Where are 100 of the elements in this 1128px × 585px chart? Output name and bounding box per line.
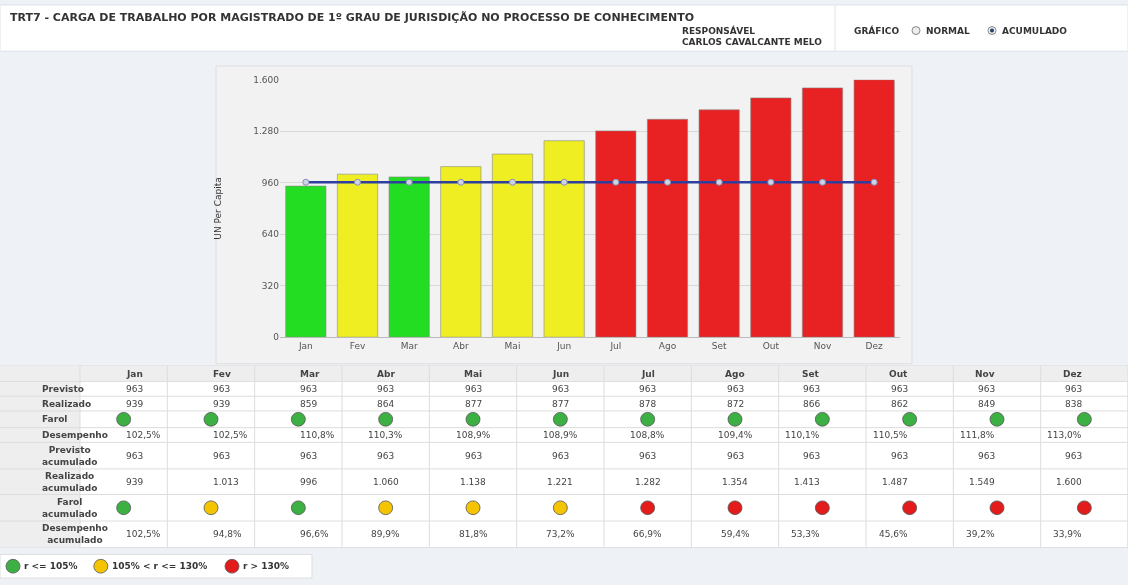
text: 877 — [465, 399, 483, 409]
bar — [750, 97, 792, 338]
category-label: Mar — [300, 369, 321, 379]
x-tick-label: Jul — [609, 341, 622, 352]
category-label: Abr — [377, 369, 396, 379]
x-tick-label: Dez — [865, 341, 884, 352]
text: 963 — [639, 451, 657, 461]
text: 1.013 — [213, 477, 239, 487]
y-tick-label: 640 — [261, 229, 280, 240]
bar — [647, 118, 688, 338]
text: 963 — [891, 451, 909, 461]
text: 963 — [1065, 384, 1083, 394]
text: 939 — [126, 399, 144, 409]
text: 108,9% — [543, 430, 578, 440]
text: 963 — [126, 451, 144, 461]
text: NORMAL — [926, 26, 971, 36]
category-label: Jun — [552, 369, 570, 379]
text: 96,6% — [300, 529, 329, 539]
bar — [543, 140, 585, 338]
text: 963 — [891, 384, 909, 394]
text: 939 — [126, 477, 144, 487]
x-tick-label: Nov — [813, 341, 832, 352]
text: 963 — [978, 451, 996, 461]
text: 94,8% — [213, 529, 242, 539]
text: 1.354 — [722, 477, 748, 487]
x-tick-label: Abr — [453, 341, 469, 352]
text: 59,4% — [721, 529, 750, 539]
text: 866 — [803, 399, 821, 409]
text: 53,3% — [791, 529, 820, 539]
text: 963 — [377, 451, 395, 461]
text: 110,3% — [368, 430, 403, 440]
bar — [853, 79, 895, 338]
bar — [285, 185, 327, 338]
x-tick-label: Jan — [297, 341, 313, 352]
x-tick-label: Fev — [349, 341, 366, 352]
category-label: Nov — [975, 369, 995, 379]
x-tick-label: Ago — [658, 341, 677, 352]
category-label: Realizado acumulado — [42, 471, 98, 493]
category-label: Desempenho — [42, 430, 108, 440]
category-label: Set — [802, 369, 820, 379]
text: 110,1% — [785, 430, 820, 440]
text: 81,8% — [459, 529, 488, 539]
text: 45,6% — [879, 529, 908, 539]
y-tick-label: 1.600 — [253, 74, 280, 85]
bar — [595, 130, 637, 338]
text: r <= 105% — [24, 561, 78, 571]
x-tick-label: Mar — [400, 341, 418, 352]
text: 963 — [377, 384, 395, 394]
text: 1.600 — [1056, 477, 1082, 487]
text: 872 — [727, 399, 745, 409]
y-tick-label: 0 — [273, 332, 280, 343]
text: 89,9% — [371, 529, 400, 539]
text: 1.282 — [635, 477, 661, 487]
text: 73,2% — [546, 529, 575, 539]
text: 108,8% — [630, 430, 665, 440]
text: 1.487 — [882, 477, 908, 487]
text: 33,9% — [1053, 529, 1082, 539]
chart-title: TRT7 - CARGA DE TRABALHO POR MAGISTRADO DE 1º GRAU DE JURISDIÇÃO NO PROCESSO DE CONHECIMENTO — [10, 11, 695, 24]
text: 1.549 — [969, 477, 995, 487]
text: 963 — [213, 451, 231, 461]
text: 963 — [803, 451, 821, 461]
category-label: Previsto acumulado — [42, 445, 98, 467]
text: 66,9% — [633, 529, 662, 539]
category-label: Realizado — [42, 399, 92, 409]
text: 963 — [126, 384, 144, 394]
text: 859 — [300, 399, 318, 409]
text: 963 — [1065, 451, 1083, 461]
text: 849 — [978, 399, 996, 409]
text: 963 — [978, 384, 996, 394]
text: 864 — [377, 399, 395, 409]
text: 1.413 — [794, 477, 820, 487]
text: 838 — [1065, 399, 1083, 409]
category-label: Previsto — [42, 384, 84, 394]
x-tick-label: Out — [762, 341, 780, 352]
text: RESPONSÁVEL — [682, 25, 756, 36]
text: 108,9% — [456, 430, 491, 440]
text: 963 — [727, 451, 745, 461]
text: 109,4% — [718, 430, 753, 440]
text: 939 — [213, 399, 231, 409]
text: 996 — [300, 477, 318, 487]
text: CARLOS CAVALCANTE MELO — [682, 37, 823, 47]
text: 963 — [213, 384, 231, 394]
y-tick-label: 1.280 — [253, 126, 280, 137]
text: GRÁFICO — [854, 25, 900, 36]
category-label: Jan — [126, 369, 143, 379]
text: 963 — [803, 384, 821, 394]
bar — [698, 109, 740, 338]
text: 102,5% — [126, 529, 161, 539]
text: 963 — [465, 451, 483, 461]
category-label: Out — [889, 369, 909, 379]
category-label: Dez — [1063, 369, 1082, 379]
text: 878 — [639, 399, 657, 409]
text: 102,5% — [213, 430, 248, 440]
x-tick-label: Jun — [556, 341, 572, 352]
text: ACUMULADO — [1002, 26, 1068, 36]
text: 110,5% — [873, 430, 908, 440]
text: 110,8% — [300, 430, 335, 440]
text: 1.060 — [373, 477, 399, 487]
category-label: Ago — [725, 369, 745, 379]
y-tick-label: 960 — [261, 177, 280, 188]
